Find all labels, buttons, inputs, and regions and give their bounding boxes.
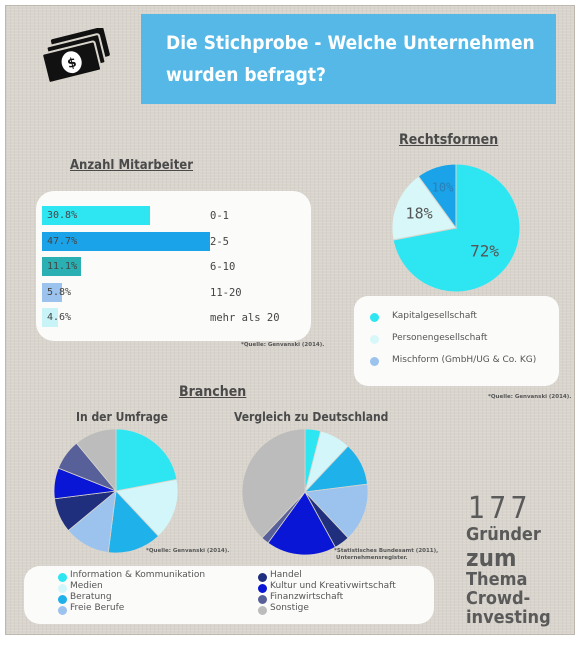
legend-swatch [258, 584, 267, 593]
legend-label: Freie Berufe [70, 603, 125, 613]
pie-slice [391, 175, 457, 241]
survey-industries-pie-chart [53, 428, 179, 554]
money-bills-icon: $ [41, 28, 110, 84]
pie-slice [115, 478, 179, 537]
bar-category-label: 6-10 [210, 261, 236, 273]
legend-label: Sonstige [270, 603, 309, 613]
legend-label: Kapitalgesellschaft [392, 311, 477, 321]
legal-forms-source: *Quelle: Genvanski (2014). [488, 394, 572, 400]
page-title-line-1: Die Stichprobe - Welche Unternehmen [166, 32, 535, 54]
legend-label: Finanzwirtschaft [270, 592, 344, 602]
bar [42, 206, 151, 225]
side-text-line-5: investing [466, 607, 551, 628]
bar [42, 308, 59, 327]
infographic: $ Die Stichprobe - Welche Unternehmen wu… [5, 5, 575, 635]
pie-value-label: 72% [470, 242, 499, 261]
title-banner [141, 14, 556, 104]
germany-source-line-1: *Statistisches Bundesamt (2011), [334, 548, 439, 554]
bar-category-label: 2-5 [210, 235, 229, 248]
legend-swatch [58, 595, 67, 604]
bar-category-label: 11-20 [210, 286, 242, 299]
bar-category-label: 0-1 [210, 210, 229, 222]
legend-label: Information & Kommunikation [70, 570, 206, 580]
bar [42, 257, 82, 276]
participant-count: 177 [468, 491, 532, 526]
bar-value-label: 11.1% [47, 261, 78, 272]
legend-swatch [370, 313, 379, 322]
legend-label: Mischform (GmbH/UG & Co. KG) [392, 355, 537, 365]
pie-value-label: 18% [406, 204, 433, 222]
legend-swatch [258, 606, 267, 615]
legend-swatch [370, 335, 379, 344]
legend-swatch [58, 584, 67, 593]
pie-slice [115, 428, 178, 492]
headcount-source: *Quelle: Genvanski (2014). [241, 342, 325, 348]
page-title-line-2: wurden befragt? [166, 64, 326, 86]
legend-label: Medien [70, 581, 103, 591]
side-text-line-1: Gründer [466, 524, 541, 545]
legal-forms-legend-panel [354, 296, 559, 386]
headcount-bar-chart: 30.8% 0-1 47.7% 2-5 11.1% 6-10 5.8% 11-20 4.6% me… [38, 202, 318, 332]
bar-value-label: 47.7% [47, 235, 78, 247]
pie-slice [304, 483, 369, 539]
legend-swatch [258, 595, 267, 604]
svg-text:$: $ [66, 55, 78, 72]
pie-slice [417, 163, 457, 230]
legend-label: Handel [270, 570, 302, 580]
legend-label: Beratung [70, 592, 112, 602]
survey-source: *Quelle: Genvanski (2014). [146, 548, 230, 554]
legal-forms-heading: Rechtsformen [399, 132, 499, 148]
germany-source-line-2: Unternehmensregister. [336, 555, 408, 561]
side-text-line-2: zum [466, 544, 517, 572]
legend-swatch [370, 357, 379, 366]
industries-legend-panel [24, 566, 434, 624]
pie-slice [241, 428, 306, 539]
pie-value-label: 10% [432, 181, 454, 195]
bar-value-label: 30.8% [47, 210, 78, 221]
legend-swatch [58, 606, 67, 615]
industries-heading: Branchen [179, 384, 247, 400]
headcount-heading: Anzahl Mitarbeiter [70, 158, 193, 173]
bar-category-label: mehr als 20 [210, 312, 280, 324]
legend-swatch [258, 573, 267, 582]
side-text-line-4: Crowd- [466, 588, 531, 609]
germany-pie-heading: Vergleich zu Deutschland [234, 410, 389, 424]
side-text-line-3: Thema [466, 569, 528, 590]
survey-pie-heading: In der Umfrage [76, 410, 168, 424]
pie-slice [75, 428, 117, 493]
bar [42, 231, 210, 251]
germany-industries-pie-chart [241, 428, 369, 556]
legend-label: Kultur und Kreativwirtschaft [270, 581, 396, 591]
pie-slice [107, 490, 160, 554]
legend-label: Personengesellschaft [392, 333, 488, 343]
industries-legend: Information & Kommunikation Medien Berat… [58, 570, 428, 622]
bar-value-label: 5.8% [47, 286, 72, 298]
legend-swatch [58, 573, 67, 582]
bar [42, 282, 63, 302]
bar-value-label: 4.6% [47, 312, 72, 323]
pie-slice [267, 491, 336, 556]
legal-forms-pie-chart: 72% 18% 10% [391, 163, 521, 293]
